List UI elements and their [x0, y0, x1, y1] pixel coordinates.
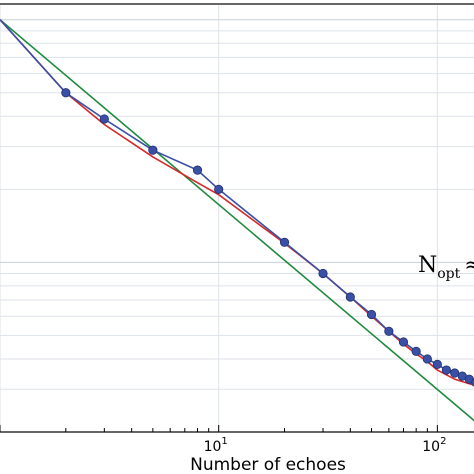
data-point — [432, 359, 442, 369]
plot-frame — [0, 3, 474, 433]
data-point — [345, 292, 355, 302]
grid — [0, 5, 474, 433]
x-ticks: 101 102 — [0, 425, 446, 455]
data-point — [384, 326, 394, 336]
x-tick-label-exponent: 1 — [221, 436, 227, 447]
x-axis-label: Number of echoes — [190, 455, 346, 474]
x-tick-label: 101 — [204, 436, 228, 455]
data-point — [422, 354, 432, 364]
annotation-label: Nopt ≈ — [418, 253, 474, 282]
x-tick-label: 102 — [422, 436, 446, 455]
data-point — [279, 237, 290, 247]
data-point — [441, 365, 452, 375]
data-point — [471, 378, 474, 387]
x-tick-label-exponent: 2 — [440, 436, 446, 447]
x-tick-label-base: 10 — [204, 439, 222, 455]
annotation-main: N — [418, 253, 437, 278]
data-point — [192, 165, 203, 175]
series-markers — [61, 88, 474, 387]
annotation-sub: opt — [437, 266, 460, 282]
data-point — [99, 114, 109, 124]
data-point — [366, 309, 377, 320]
data-point — [318, 268, 328, 279]
series-line-0 — [0, 19, 474, 383]
data-point — [148, 145, 158, 155]
series-line-2 — [0, 19, 474, 422]
series-line-1 — [0, 19, 474, 387]
data-point — [450, 368, 460, 378]
annotation-symbol: ≈ — [464, 253, 474, 278]
data-point — [214, 184, 224, 194]
data-point — [411, 346, 421, 356]
series-lines — [0, 19, 474, 422]
x-tick-label-base: 10 — [422, 439, 440, 455]
data-point — [61, 88, 71, 98]
data-point — [398, 337, 409, 347]
